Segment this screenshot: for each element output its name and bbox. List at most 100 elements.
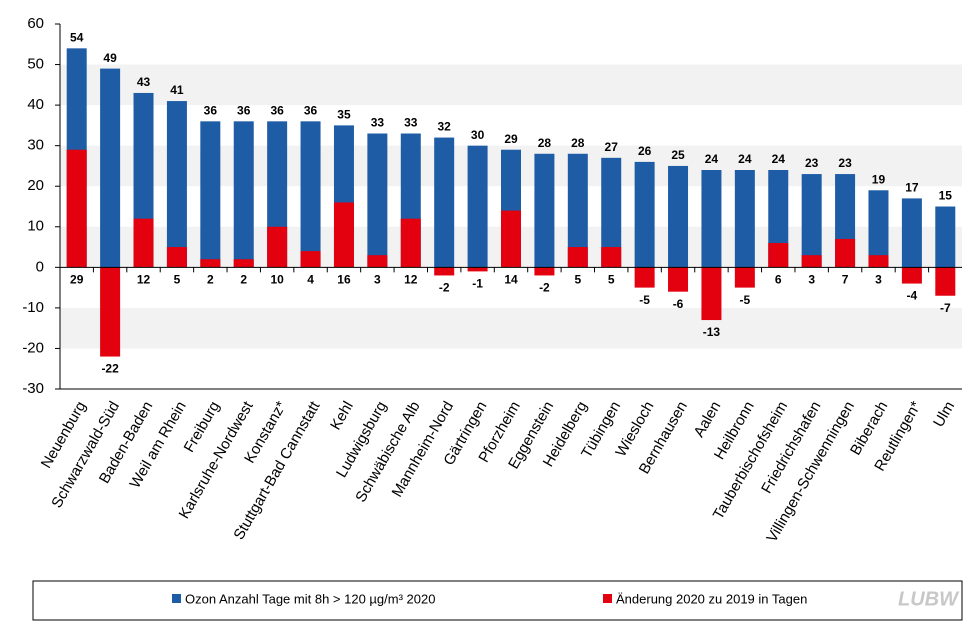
- value-label: -22: [101, 362, 119, 376]
- y-tick-label: 10: [27, 218, 44, 235]
- bar: [701, 267, 722, 321]
- value-label: -6: [673, 297, 684, 311]
- bar: [868, 190, 889, 268]
- bar: [434, 267, 455, 276]
- bar: [267, 226, 288, 268]
- bar: [901, 267, 922, 284]
- y-tick-label: 40: [27, 96, 44, 113]
- bar: [367, 255, 388, 268]
- value-label: 12: [137, 273, 151, 287]
- value-label: 33: [404, 116, 418, 130]
- value-label: 29: [70, 273, 84, 287]
- value-label: 24: [772, 152, 786, 166]
- bar: [300, 121, 321, 268]
- bar: [601, 247, 622, 268]
- bar: [300, 251, 321, 268]
- bar: [567, 153, 588, 268]
- value-label: 19: [872, 172, 886, 186]
- value-label: 24: [738, 152, 752, 166]
- value-label: -5: [639, 293, 650, 307]
- value-label: 3: [875, 273, 882, 287]
- bar: [634, 267, 655, 288]
- bar: [935, 206, 956, 268]
- value-label: 23: [805, 156, 819, 170]
- value-label: -5: [740, 293, 751, 307]
- legend-label: Ozon Anzahl Tage mit 8h > 120 µg/m³ 2020: [185, 591, 435, 606]
- grid-band: [60, 64, 962, 106]
- value-label: 2: [240, 273, 247, 287]
- value-label: 28: [538, 136, 552, 150]
- bar: [100, 68, 121, 268]
- value-label: 49: [103, 51, 117, 65]
- value-label: 36: [237, 104, 251, 118]
- bar: [534, 153, 555, 268]
- value-label: 2: [207, 273, 214, 287]
- bar: [66, 149, 87, 268]
- x-tick-label: Aalen: [690, 398, 724, 440]
- value-label: 26: [638, 144, 652, 158]
- bar: [935, 267, 956, 296]
- value-label: -2: [539, 281, 550, 295]
- bar: [768, 243, 789, 268]
- value-label: 17: [905, 181, 919, 195]
- value-label: -1: [472, 277, 483, 291]
- bar: [367, 133, 388, 268]
- bar: [501, 210, 521, 268]
- value-label: 23: [838, 156, 852, 170]
- value-label: 7: [842, 273, 849, 287]
- value-label: -2: [439, 281, 450, 295]
- y-tick-label: 20: [27, 177, 44, 194]
- bar: [166, 101, 187, 268]
- value-label: 43: [137, 75, 151, 89]
- value-label: -4: [907, 289, 918, 303]
- value-label: 10: [270, 273, 284, 287]
- value-label: 14: [504, 273, 518, 287]
- bar: [233, 121, 254, 268]
- value-label: 33: [371, 116, 385, 130]
- bar: [434, 137, 455, 268]
- grid-band: [60, 307, 962, 349]
- value-label: 35: [337, 108, 351, 122]
- y-tick-label: 60: [27, 15, 44, 32]
- value-label: 29: [504, 132, 518, 146]
- bar: [567, 247, 588, 268]
- value-label: 5: [574, 273, 581, 287]
- value-label: 25: [671, 148, 685, 162]
- bar: [200, 259, 221, 268]
- legend-swatch: [603, 594, 612, 603]
- value-label: 30: [471, 128, 485, 142]
- bar: [835, 238, 856, 268]
- bar: [333, 202, 354, 268]
- bar: [400, 218, 421, 268]
- value-label: 41: [170, 83, 184, 97]
- value-label: 3: [374, 273, 381, 287]
- bar: [701, 170, 722, 268]
- value-label: 32: [438, 120, 452, 134]
- legend-box: [32, 580, 963, 621]
- value-label: 36: [270, 104, 284, 118]
- bar: [734, 170, 755, 268]
- value-label: 6: [775, 273, 782, 287]
- bar: [901, 198, 922, 268]
- value-label: 5: [174, 273, 181, 287]
- legend-swatch: [172, 594, 181, 603]
- bar: [100, 267, 121, 357]
- value-label: 5: [608, 273, 615, 287]
- y-tick-label: -20: [22, 339, 44, 356]
- bar: [534, 267, 555, 276]
- bar: [868, 255, 889, 268]
- value-label: 12: [404, 273, 418, 287]
- bar: [166, 247, 187, 268]
- value-label: 15: [939, 189, 953, 203]
- value-label: 4: [307, 273, 314, 287]
- bar: [634, 161, 655, 268]
- value-label: 28: [571, 136, 585, 150]
- x-tick-label: Ulm: [930, 398, 958, 430]
- bar: [668, 165, 689, 268]
- value-label: 54: [70, 31, 84, 45]
- bar: [200, 121, 221, 268]
- bar: [734, 267, 755, 288]
- value-label: 36: [304, 104, 318, 118]
- value-label: 24: [705, 152, 719, 166]
- bar: [467, 267, 488, 272]
